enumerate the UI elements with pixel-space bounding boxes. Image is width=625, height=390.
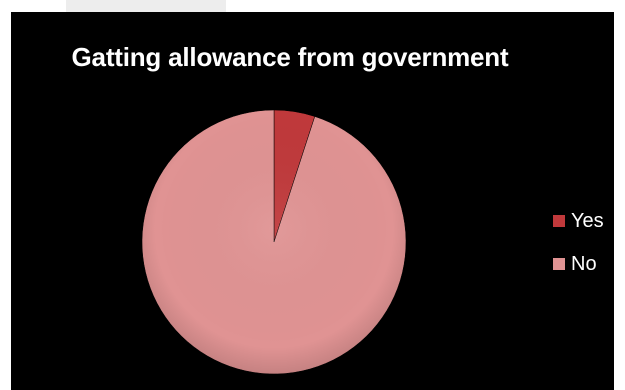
pie-slice-no — [141, 109, 407, 375]
legend-label-no: No — [571, 253, 597, 275]
legend-item-no: No — [553, 253, 613, 275]
legend-swatch-no — [553, 258, 565, 270]
legend-label-yes: Yes — [571, 210, 604, 232]
pie-chart — [141, 109, 407, 375]
chart-frame: Gatting allowance from government Yes No — [11, 12, 614, 390]
top-shade — [66, 0, 226, 12]
chart-title: Gatting allowance from government — [71, 42, 509, 72]
legend: Yes No — [553, 210, 613, 296]
pie-slices — [141, 109, 407, 375]
legend-item-yes: Yes — [553, 210, 613, 232]
legend-swatch-yes — [553, 215, 565, 227]
